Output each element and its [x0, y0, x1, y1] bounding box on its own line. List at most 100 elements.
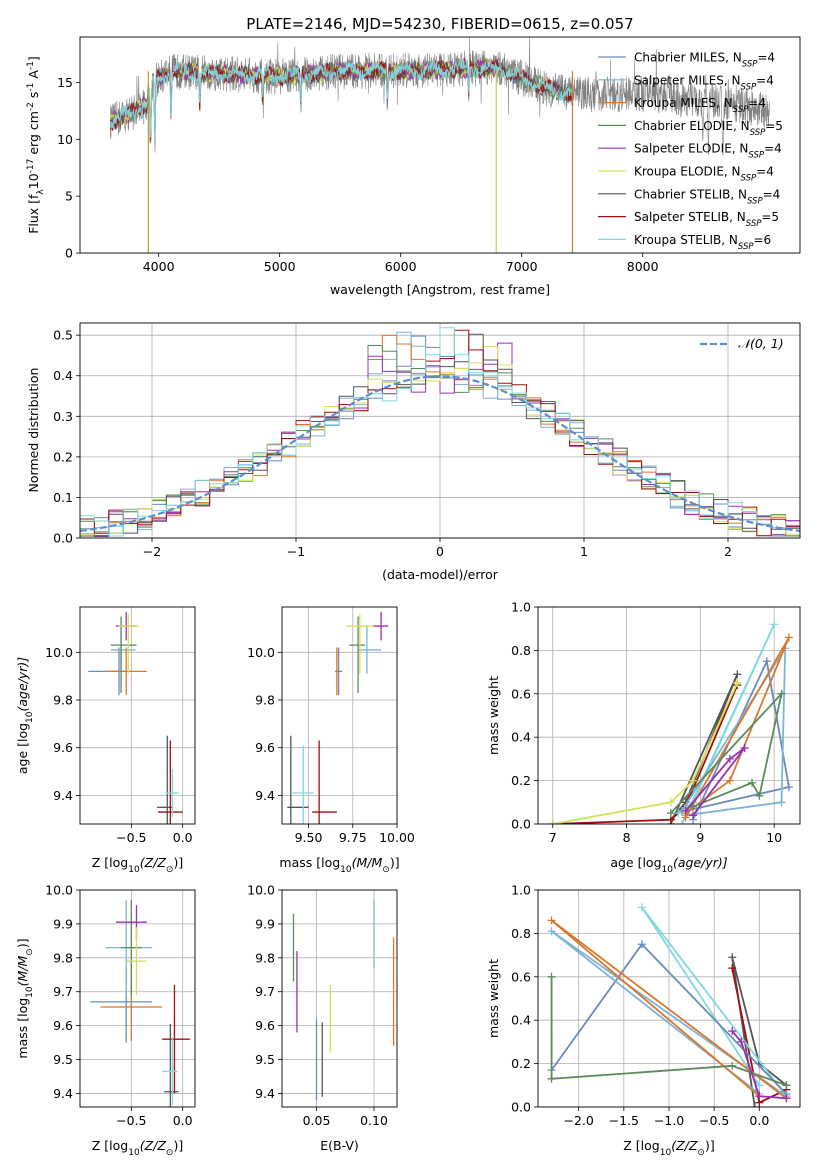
age-vs-mass-axes: 9.50 9.75 10.00 9.4 9.6 9.8 10.0 mass [log10(M/…	[247, 606, 415, 875]
mass-vs-z-ylabel-part: 10	[25, 986, 35, 998]
weight-vs-z-ytick-label: 0.6	[511, 969, 531, 984]
legend-entry-value: =5	[765, 119, 783, 133]
mass-vs-ebv-xtick-label: 0.05	[303, 1113, 331, 1128]
mass-vs-ebv-ytick-label: 9.8	[255, 950, 275, 965]
weight-vs-z-axes: −2.0 −1.5 −1.0 −0.5 0.0 0.0 0.2 0.4 0.6 0.8 1.0 Z […	[486, 883, 801, 1158]
age-vs-z-points	[88, 611, 183, 824]
weight-line	[550, 976, 787, 1087]
weight-marker	[725, 776, 734, 785]
weight-line	[552, 684, 739, 824]
age-vs-z-frame	[79, 606, 196, 825]
weight-line	[731, 1030, 787, 1100]
age-vs-z-ytick-label: 9.8	[53, 693, 73, 708]
spectrum-xtick-label: 8000	[627, 259, 659, 274]
weight-marker	[748, 778, 757, 787]
legend-entry: Kroupa ELODIE, NSSP=4	[634, 165, 774, 184]
hist-step	[80, 346, 800, 536]
legend-entry-value: =4	[756, 165, 774, 179]
legend-entry-text: Chabrier MILES, N	[634, 51, 742, 65]
age-vs-mass-frame	[281, 606, 398, 825]
hist-step	[80, 335, 800, 537]
age-vs-z-xlabel-part: ⊙	[166, 865, 174, 875]
weight-marker	[762, 657, 771, 666]
spectrum-ylabel-part: 10	[26, 173, 41, 189]
legend-entry-text: Kroupa ELODIE, N	[634, 165, 741, 179]
weight-marker	[547, 1074, 556, 1083]
weight-vs-z-xlabel-part: (Z/Z	[671, 1138, 698, 1153]
age-vs-mass-ytick-label: 9.8	[255, 693, 275, 708]
legend-entry: Salpeter ELODIE, NSSP=4	[634, 142, 782, 161]
hist-ytick-label: 0.3	[53, 409, 73, 424]
weight-marker	[688, 776, 697, 785]
weight-marker	[733, 670, 742, 679]
legend-entry: Kroupa STELIB, NSSP=6	[634, 233, 771, 252]
mass-vs-z-ytick-label: 10.0	[45, 883, 73, 898]
weight-marker	[728, 1061, 737, 1070]
hist-ytick-label: 0.2	[53, 449, 73, 464]
spectrum-ylabel-part: erg cm	[26, 111, 41, 159]
weight-vs-age-ylabel: mass weight	[486, 676, 501, 755]
age-vs-mass-ytick-label: 10.0	[247, 645, 275, 660]
weight-vs-z-ytick-label: 1.0	[511, 883, 531, 898]
legend-entry-value: =4	[764, 142, 782, 156]
weight-marker	[777, 798, 786, 807]
age-vs-z-ytick-label: 10.0	[45, 645, 73, 660]
weight-vs-z-xlabel-part: )]	[705, 1138, 715, 1153]
weight-marker	[777, 689, 786, 698]
legend-entry-text: Salpeter ELODIE, N	[634, 142, 748, 156]
weight-vs-age-ytick-label: 0.6	[511, 686, 531, 701]
age-vs-z-ylabel-part: 10	[25, 711, 35, 723]
hist-xtick-label: 1	[580, 544, 588, 559]
weight-vs-z-xtick-label: −1.0	[654, 1113, 684, 1128]
age-vs-mass-xlabel-part: (M/M	[352, 855, 383, 870]
spectrum-frame	[79, 36, 801, 254]
spectrum-xtick-label: 4000	[143, 259, 175, 274]
weight-vs-z-xlabel-part: ⊙	[697, 1148, 705, 1158]
weight-vs-z-xtick-label: −2.0	[563, 1113, 593, 1128]
weight-vs-age-ytick-label: 0.4	[511, 730, 531, 745]
age-vs-z-xlabel-part: Z [log	[92, 855, 128, 870]
mass-vs-z-ylabel-part: (M/M	[15, 956, 30, 987]
weight-marker	[681, 806, 690, 815]
age-vs-mass-points	[287, 611, 389, 824]
spectrum-ylabel-part: -17	[26, 159, 36, 174]
weight-line	[684, 747, 746, 816]
age-vs-mass-xlabel-part: 10	[340, 865, 352, 875]
hist-ytick-label: 0.5	[53, 328, 73, 343]
weight-marker	[750, 1103, 759, 1107]
mass-vs-z-ytick-label: 9.6	[53, 1018, 73, 1033]
mass-vs-ebv-axes: 0.05 0.10 9.4 9.5 9.6 9.7 9.8 9.9 10.0 E(B-V)	[247, 883, 398, 1153]
spectrum-ytick-label: 5	[65, 189, 73, 204]
legend-entry-sub: SSP	[738, 242, 754, 252]
age-vs-z-ylabel-part: age [log	[15, 723, 30, 774]
weight-vs-age-ytick-label: 0.8	[511, 643, 531, 658]
mass-vs-ebv-ytick-label: 9.5	[255, 1052, 275, 1067]
spectrum-model-line	[109, 56, 573, 139]
hist-xlabel: (data-model)/error	[382, 567, 499, 582]
spectrum-xlabel: wavelength [Angstrom, rest frame]	[330, 282, 550, 297]
spectrum-ylabel-part: λ	[36, 189, 46, 195]
hist-step	[80, 333, 800, 537]
weight-vs-age-xtick-label: 10	[766, 830, 782, 845]
mass-vs-ebv-points	[292, 900, 395, 1101]
hist-xtick-label: 2	[724, 544, 732, 559]
weight-marker	[725, 754, 734, 763]
age-vs-z-axes: −0.5 0.09.49.69.810.0Z [log10(Z/Z⊙)]age […	[15, 606, 196, 875]
hist-xtick-label: −2	[143, 544, 161, 559]
hist-series	[80, 327, 800, 537]
hist-step	[80, 329, 800, 537]
mass-vs-z-xlabel: Z [log10(Z/Z⊙)]	[92, 1138, 183, 1158]
mass-vs-ebv-xlabel: E(B-V)	[320, 1138, 359, 1153]
legend-entry-value: =6	[754, 233, 772, 247]
weight-marker	[547, 916, 556, 925]
age-vs-mass-xlabel-part: ⊙	[382, 865, 390, 875]
hist-frame	[79, 322, 801, 539]
age-vs-z-xlabel-part: )]	[173, 855, 183, 870]
weight-vs-age-ytick-label: 0.0	[511, 817, 531, 832]
legend-entry: Chabrier STELIB, NSSP=4	[634, 187, 780, 206]
spectrum-ytick-label: 10	[57, 132, 73, 147]
weight-marker	[755, 1092, 764, 1101]
spectrum-xtick-label: 6000	[385, 259, 417, 274]
legend-entry-text: Kroupa MILES, N	[634, 96, 733, 110]
weight-vs-age-xtick-label: 7	[549, 830, 557, 845]
